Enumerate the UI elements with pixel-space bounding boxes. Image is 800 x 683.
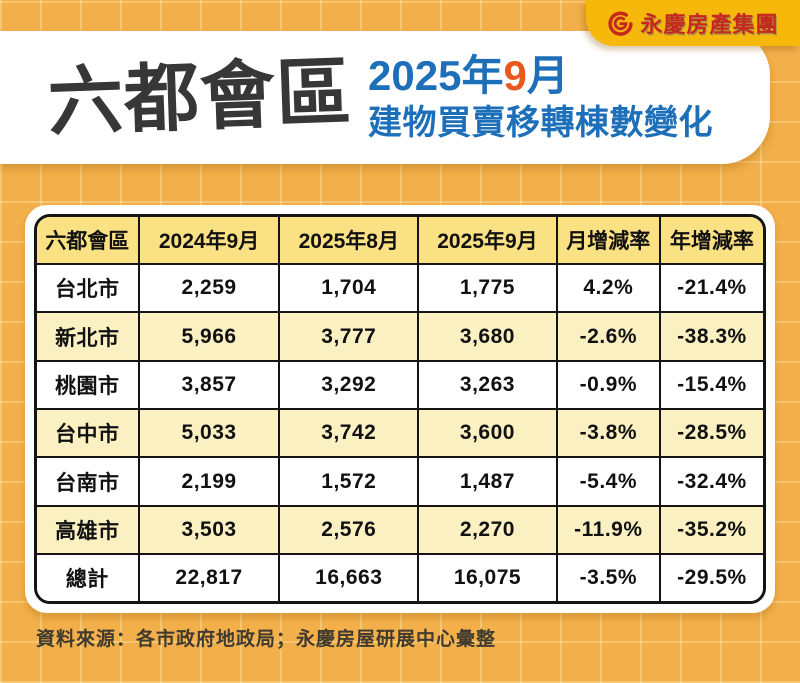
col-header-2025-09: 2025年9月 bbox=[417, 217, 558, 265]
cell-city: 台北市 bbox=[37, 262, 140, 314]
cell-yoy: -35.2% bbox=[658, 504, 763, 556]
table-row-newtaipei: 新北市 5,966 3,777 3,680 -2.6% -38.3% bbox=[37, 311, 763, 362]
cell-value: 3,503 bbox=[137, 504, 281, 556]
cell-yoy: -38.3% bbox=[658, 311, 763, 362]
subtitle-year: 2025年 bbox=[368, 52, 504, 100]
page-title: 六都會區 bbox=[46, 49, 354, 145]
cell-mom: -3.5% bbox=[555, 553, 661, 601]
cell-yoy: -15.4% bbox=[658, 359, 763, 411]
cell-value: 16,075 bbox=[417, 553, 558, 601]
cell-mom: -5.4% bbox=[555, 456, 661, 507]
cell-city: 新北市 bbox=[37, 311, 140, 362]
subtitle-month-suffix: 月 bbox=[526, 52, 569, 100]
cell-value: 2,576 bbox=[278, 504, 420, 556]
cell-value: 5,033 bbox=[137, 408, 281, 459]
table-row-taipei: 台北市 2,259 1,704 1,775 4.2% -21.4% bbox=[37, 262, 763, 314]
cell-yoy: -32.4% bbox=[658, 456, 763, 507]
col-header-region: 六都會區 bbox=[37, 217, 140, 265]
table-header-row: 六都會區 2024年9月 2025年8月 2025年9月 月增減率 年增減率 bbox=[37, 217, 763, 265]
cell-city: 總計 bbox=[37, 553, 140, 601]
table-row-taichung: 台中市 5,033 3,742 3,600 -3.8% -28.5% bbox=[37, 408, 763, 459]
col-header-2025-08: 2025年8月 bbox=[278, 217, 420, 265]
cell-mom: -0.9% bbox=[555, 359, 661, 411]
cell-value: 1,775 bbox=[417, 262, 558, 314]
cell-yoy: -21.4% bbox=[658, 262, 763, 314]
cell-value: 3,600 bbox=[417, 408, 558, 459]
cell-value: 3,742 bbox=[278, 408, 420, 459]
data-table-card: 六都會區 2024年9月 2025年8月 2025年9月 月增減率 年增減率 台… bbox=[25, 205, 775, 613]
cell-mom: -2.6% bbox=[555, 311, 661, 362]
subtitle-month-number: 9 bbox=[503, 52, 527, 100]
cell-city: 台中市 bbox=[37, 408, 140, 459]
cell-value: 5,966 bbox=[137, 311, 281, 362]
table-row-kaohsiung: 高雄市 3,503 2,576 2,270 -11.9% -35.2% bbox=[37, 504, 763, 556]
table-row-tainan: 台南市 2,199 1,572 1,487 -5.4% -32.4% bbox=[37, 456, 763, 507]
brand-name: 永慶房產集團 bbox=[640, 12, 779, 37]
yungching-logo-icon bbox=[607, 10, 634, 37]
cell-value: 2,270 bbox=[417, 504, 558, 556]
cell-value: 3,263 bbox=[417, 359, 558, 411]
transactions-table: 六都會區 2024年9月 2025年8月 2025年9月 月增減率 年增減率 台… bbox=[37, 217, 763, 601]
cell-value: 22,817 bbox=[137, 553, 281, 601]
cell-value: 3,292 bbox=[278, 359, 420, 411]
cell-value: 2,259 bbox=[137, 262, 281, 314]
col-header-mom-change: 月增減率 bbox=[555, 217, 661, 265]
header-banner: 六都會區 2025年9月 建物買賣移轉棟數變化 bbox=[0, 31, 770, 164]
page-subtitle: 2025年9月 建物買賣移轉棟數變化 bbox=[368, 52, 713, 142]
data-table-frame: 六都會區 2024年9月 2025年8月 2025年9月 月增減率 年增減率 台… bbox=[34, 214, 766, 604]
brand-tab: 永慶房產集團 bbox=[586, 0, 800, 46]
col-header-2024-09: 2024年9月 bbox=[137, 217, 281, 265]
cell-city: 高雄市 bbox=[37, 504, 140, 556]
cell-value: 3,857 bbox=[137, 359, 281, 411]
table-row-taoyuan: 桃園市 3,857 3,292 3,263 -0.9% -15.4% bbox=[37, 359, 763, 411]
cell-yoy: -28.5% bbox=[658, 408, 763, 459]
cell-value: 1,572 bbox=[278, 456, 420, 507]
cell-mom: -11.9% bbox=[555, 504, 661, 556]
cell-city: 桃園市 bbox=[37, 359, 140, 411]
data-source-note: 資料來源：各市政府地政局；永慶房屋研展中心彙整 bbox=[36, 629, 497, 650]
cell-city: 台南市 bbox=[37, 456, 140, 507]
cell-value: 16,663 bbox=[278, 553, 420, 601]
cell-value: 1,487 bbox=[417, 456, 558, 507]
cell-value: 3,777 bbox=[278, 311, 420, 362]
cell-yoy: -29.5% bbox=[658, 553, 763, 601]
cell-mom: -3.8% bbox=[555, 408, 661, 459]
cell-value: 2,199 bbox=[137, 456, 281, 507]
subtitle-date: 2025年9月 bbox=[368, 52, 713, 100]
table-row-total: 總計 22,817 16,663 16,075 -3.5% -29.5% bbox=[37, 553, 763, 601]
cell-mom: 4.2% bbox=[555, 262, 661, 314]
cell-value: 1,704 bbox=[278, 262, 420, 314]
col-header-yoy-change: 年增減率 bbox=[658, 217, 763, 265]
cell-value: 3,680 bbox=[417, 311, 558, 362]
subtitle-description: 建物買賣移轉棟數變化 bbox=[368, 103, 714, 142]
